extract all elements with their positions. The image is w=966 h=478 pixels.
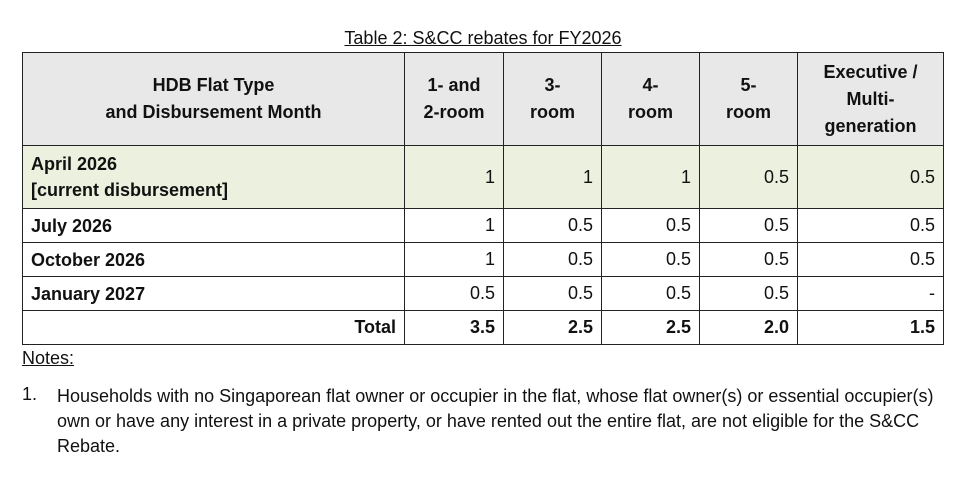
total-value: 3.5 bbox=[404, 310, 504, 345]
row-label: January 2027 bbox=[31, 283, 146, 304]
header-line: 1- and bbox=[427, 75, 481, 95]
header-cell: 5- room bbox=[699, 52, 798, 146]
header-row: HDB Flat Type and Disbursement Month 1- an… bbox=[22, 52, 944, 146]
header-cell: Executive / Multi-generation bbox=[797, 52, 944, 146]
row-label: April 2026 bbox=[31, 154, 118, 174]
header-line: 5- bbox=[740, 75, 757, 95]
header-line: generation bbox=[824, 115, 917, 136]
total-value: 2.5 bbox=[601, 310, 700, 345]
table-caption: Table 2: S&CC rebates for FY2026 bbox=[344, 28, 622, 48]
header-line: Executive / bbox=[823, 61, 918, 82]
value-cell: 0.5 bbox=[601, 208, 700, 243]
table-body: April 2026 [current disbursement] 1 1 1 0.5 0.… bbox=[22, 145, 944, 345]
row-label-cell: January 2027 bbox=[22, 276, 405, 311]
total-label: Total bbox=[22, 310, 405, 345]
value-cell: 0.5 bbox=[601, 276, 700, 311]
header-line: room bbox=[726, 102, 771, 122]
table-row: July 2026 1 0.5 0.5 0.5 0.5 bbox=[22, 208, 944, 243]
value-cell: 1 bbox=[404, 208, 504, 243]
value-cell: 0.5 bbox=[797, 145, 944, 209]
value-cell: 0.5 bbox=[699, 242, 798, 277]
row-label-cell: October 2026 bbox=[22, 242, 405, 277]
value-cell: 1 bbox=[404, 145, 504, 209]
header-line: 2-room bbox=[423, 102, 485, 122]
header-line: HDB Flat Type bbox=[152, 75, 275, 95]
header-cell: HDB Flat Type and Disbursement Month bbox=[22, 52, 405, 146]
row-label: October 2026 bbox=[31, 249, 146, 270]
table-row: April 2026 [current disbursement] 1 1 1 0.5 0.… bbox=[22, 145, 944, 209]
value-cell: 0.5 bbox=[601, 242, 700, 277]
row-label-cell: April 2026 [current disbursement] bbox=[22, 145, 405, 209]
value-cell: 0.5 bbox=[699, 276, 798, 311]
total-value: 1.5 bbox=[797, 310, 944, 345]
value-cell: 1 bbox=[503, 145, 602, 209]
value-cell: 0.5 bbox=[404, 276, 504, 311]
header-cell: 4- room bbox=[601, 52, 700, 146]
total-value: 2.5 bbox=[503, 310, 602, 345]
header-cell: 1- and 2-room bbox=[404, 52, 504, 146]
notes-title: Notes: bbox=[22, 348, 75, 368]
total-row: Total 3.5 2.5 2.5 2.0 1.5 bbox=[22, 310, 944, 345]
rebate-table: HDB Flat Type and Disbursement Month 1- an… bbox=[22, 52, 944, 345]
value-cell: 0.5 bbox=[699, 208, 798, 243]
value-cell: 0.5 bbox=[797, 242, 944, 277]
header-line: Multi- bbox=[846, 88, 895, 109]
value-cell: 1 bbox=[601, 145, 700, 209]
value-cell: 1 bbox=[404, 242, 504, 277]
value-cell: - bbox=[797, 276, 944, 311]
note-number: 1. bbox=[22, 384, 38, 404]
value-cell: 0.5 bbox=[503, 208, 602, 243]
note-text: Households with no Singaporean flat owne… bbox=[57, 386, 934, 456]
header-line: room bbox=[628, 102, 673, 122]
total-value: 2.0 bbox=[699, 310, 798, 345]
row-label: [current disbursement] bbox=[31, 180, 229, 200]
row-label: July 2026 bbox=[31, 215, 113, 236]
table-row: October 2026 1 0.5 0.5 0.5 0.5 bbox=[22, 242, 944, 277]
value-cell: 0.5 bbox=[503, 242, 602, 277]
table-row: January 2027 0.5 0.5 0.5 0.5- bbox=[22, 276, 944, 311]
header-line: room bbox=[530, 102, 575, 122]
value-cell: 0.5 bbox=[503, 276, 602, 311]
header-line: and Disbursement Month bbox=[105, 102, 322, 122]
value-cell: 0.5 bbox=[699, 145, 798, 209]
header-cell: 3- room bbox=[503, 52, 602, 146]
value-cell: 0.5 bbox=[797, 208, 944, 243]
header-line: 4- bbox=[642, 75, 659, 95]
row-label-cell: July 2026 bbox=[22, 208, 405, 243]
header-line: 3- bbox=[544, 75, 561, 95]
